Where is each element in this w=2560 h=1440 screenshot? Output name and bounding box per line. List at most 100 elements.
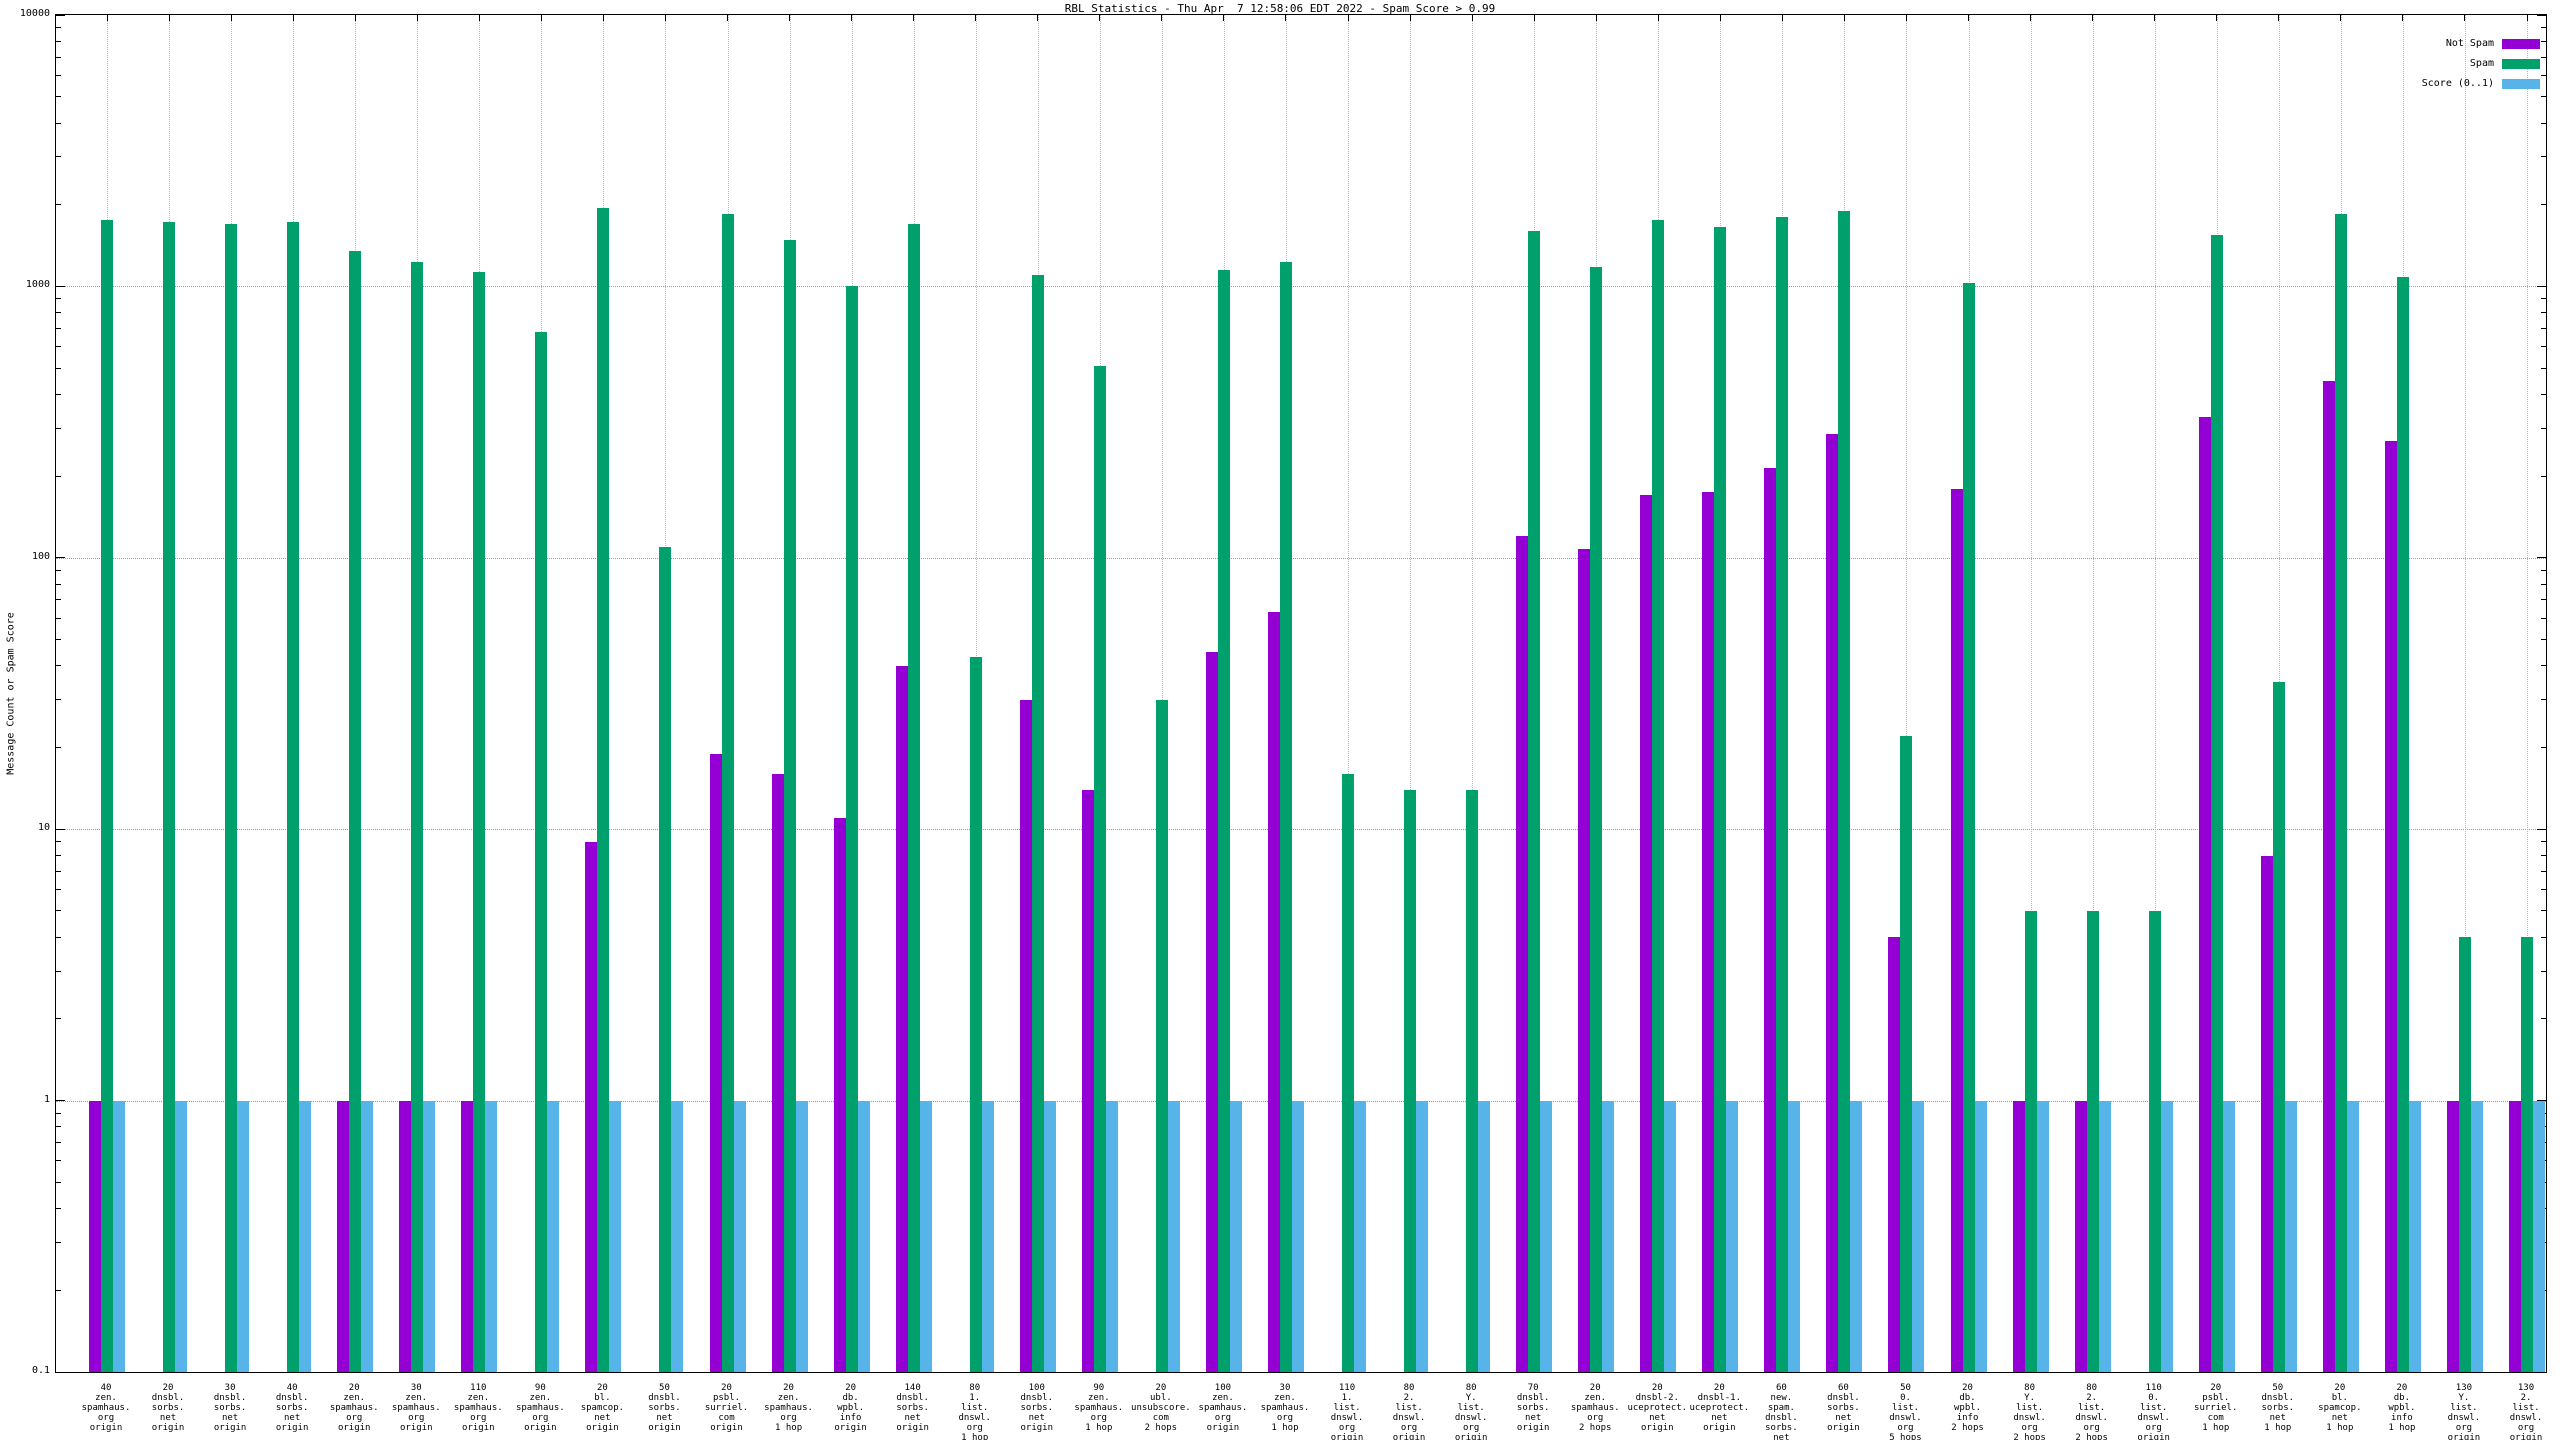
x-gridline — [1410, 15, 1412, 1372]
bar-spam — [2396, 277, 2409, 1372]
y-axis-label: Message Count or Spam Score — [5, 612, 17, 775]
x-tick — [1843, 15, 1845, 21]
x-category-label: 100 dnsbl. sorbs. net origin — [1020, 1383, 1054, 1433]
x-tick — [354, 15, 356, 21]
y-minor-tick — [56, 393, 61, 395]
x-category-label: 80 2. list. dnswl. org origin — [1392, 1383, 1426, 1440]
y-minor-tick — [56, 56, 61, 58]
x-tick — [2092, 15, 2094, 21]
bar-spam — [2210, 234, 2223, 1372]
bar-spam — [1404, 789, 1417, 1372]
x-tick — [2526, 15, 2528, 21]
y-minor-tick — [56, 855, 61, 856]
y-minor-tick — [56, 475, 61, 477]
y-minor-tick — [2541, 747, 2546, 748]
bar-score — [609, 1100, 622, 1372]
bar-spam — [225, 223, 238, 1372]
bar-spam — [411, 261, 424, 1372]
bar-not-spam — [1081, 789, 1094, 1372]
bar-score — [2470, 1100, 2483, 1372]
x-category-label: 20 dnsbl-2. uceprotect. net origin — [1627, 1383, 1688, 1433]
y-minor-tick — [2541, 855, 2546, 856]
bar-not-spam — [337, 1100, 350, 1372]
y-minor-tick — [56, 638, 61, 640]
y-minor-tick — [2541, 312, 2546, 314]
bar-score — [1788, 1100, 1801, 1372]
legend-swatch-spam — [2502, 58, 2540, 69]
x-gridline — [2464, 15, 2466, 1372]
x-gridline — [2030, 15, 2032, 1372]
bar-score — [671, 1100, 684, 1372]
chart-title: RBL Statistics - Thu Apr 7 12:58:06 EDT … — [1064, 2, 1496, 15]
bar-score — [1602, 1100, 1615, 1372]
y-minor-tick — [56, 841, 61, 843]
y-minor-tick — [56, 40, 61, 42]
x-category-label: 30 zen. spamhaus. org origin — [391, 1383, 441, 1433]
bar-not-spam — [1640, 495, 1653, 1372]
bar-score — [857, 1100, 870, 1372]
bar-score — [361, 1100, 374, 1372]
y-minor-tick — [56, 96, 61, 98]
x-tick — [1657, 15, 1659, 21]
bar-spam — [101, 220, 113, 1372]
x-tick — [789, 15, 791, 21]
y-tick-label: 1 — [43, 1093, 50, 1105]
x-category-label: 80 2. list. dnswl. org 2 hops — [2075, 1383, 2108, 1440]
bar-spam — [473, 271, 486, 1372]
y-major-tick — [2537, 557, 2546, 559]
bar-score — [299, 1100, 312, 1372]
bar-score — [2160, 1100, 2173, 1372]
y-minor-tick — [56, 427, 61, 429]
x-category-label: 20 zen. spamhaus. org 1 hop — [764, 1383, 813, 1433]
x-tick — [1719, 15, 1721, 21]
bar-not-spam — [2012, 1100, 2025, 1372]
x-tick — [1905, 15, 1907, 21]
bar-spam — [1031, 275, 1044, 1372]
x-tick — [851, 15, 853, 21]
x-tick — [1161, 15, 1163, 21]
x-category-label: 100 zen. spamhaus. org origin — [1198, 1383, 1248, 1433]
x-tick — [106, 15, 108, 21]
bar-not-spam — [895, 665, 908, 1372]
bar-not-spam — [2509, 1100, 2521, 1372]
bar-spam — [2521, 937, 2533, 1372]
bar-spam — [2148, 910, 2161, 1372]
bar-not-spam — [1888, 937, 1901, 1372]
bar-score — [1850, 1100, 1863, 1372]
y-minor-tick — [2541, 888, 2546, 890]
y-minor-tick — [2541, 936, 2546, 938]
bar-score — [1354, 1100, 1367, 1372]
bar-score — [1229, 1100, 1242, 1372]
x-tick — [2216, 15, 2218, 21]
y-minor-tick — [56, 970, 61, 972]
y-minor-tick — [2541, 841, 2546, 843]
bar-score — [1540, 1100, 1553, 1372]
y-minor-tick — [2541, 970, 2546, 972]
x-gridline — [2154, 15, 2156, 1372]
bar-spam — [2086, 910, 2099, 1372]
x-category-label: 20 db. wpbl. info origin — [834, 1383, 867, 1433]
bar-spam — [2272, 681, 2285, 1372]
x-tick — [727, 15, 728, 21]
x-tick — [1285, 15, 1287, 21]
x-category-label: 60 new. spam. dnsbl. sorbs. net origin — [1765, 1383, 1798, 1440]
legend: Not Spam Spam Score (0..1) — [2422, 38, 2540, 98]
bar-spam — [907, 223, 920, 1372]
x-tick — [1471, 15, 1473, 21]
x-category-label: 90 zen. spamhaus. org origin — [515, 1383, 565, 1433]
x-tick — [975, 15, 977, 21]
x-tick — [540, 15, 542, 21]
x-category-label: 20 psbl. surriel. com origin — [704, 1383, 749, 1433]
bar-spam — [783, 240, 796, 1372]
x-category-label: 40 dnsbl. sorbs. net origin — [275, 1383, 309, 1433]
y-minor-tick — [2541, 569, 2546, 571]
x-category-label: 110 1. list. dnswl. org origin — [1330, 1383, 1364, 1440]
y-minor-tick — [56, 1160, 61, 1162]
y-minor-tick — [56, 1181, 61, 1183]
y-minor-tick — [56, 1242, 61, 1243]
x-gridline — [1161, 15, 1163, 1372]
x-category-label: 20 db. wpbl. info 1 hop — [2388, 1383, 2416, 1433]
y-minor-tick — [2541, 367, 2546, 369]
y-minor-tick — [2541, 346, 2546, 348]
